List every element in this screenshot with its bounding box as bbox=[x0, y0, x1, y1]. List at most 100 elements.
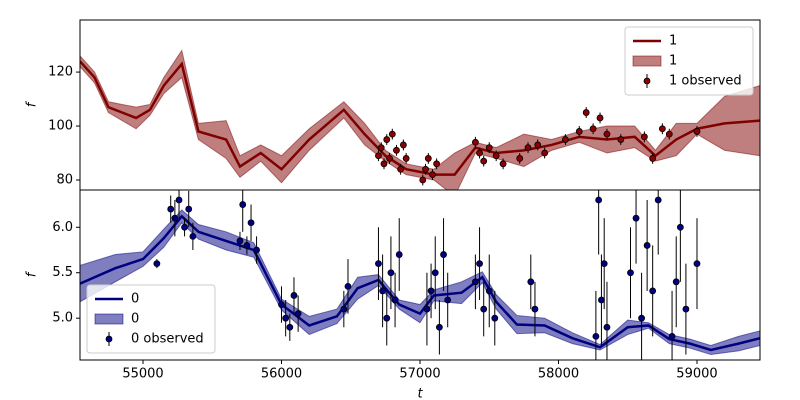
observed-point bbox=[402, 155, 410, 162]
observed-point bbox=[290, 292, 298, 299]
observed-point bbox=[516, 155, 524, 162]
observed-point bbox=[340, 305, 348, 313]
observed-point bbox=[175, 196, 183, 204]
legend: 1 1 1 observed bbox=[624, 26, 754, 96]
observed-point bbox=[491, 314, 499, 322]
observed-point bbox=[596, 114, 604, 122]
observed-point bbox=[181, 223, 188, 231]
y-tick-label: 6.0 bbox=[52, 220, 73, 235]
observed-point bbox=[471, 138, 479, 146]
mean-line bbox=[80, 60, 760, 176]
observed-point bbox=[386, 155, 393, 162]
observed-point bbox=[167, 205, 175, 213]
legend-swatch bbox=[105, 335, 113, 343]
observed-point bbox=[391, 296, 399, 304]
legend-swatch bbox=[632, 55, 662, 67]
observed-point bbox=[380, 160, 388, 168]
observed-point bbox=[476, 149, 483, 157]
observed-point bbox=[388, 130, 396, 138]
observed-point bbox=[676, 223, 684, 231]
observed-point bbox=[638, 314, 645, 322]
y-tick-label: 5.5 bbox=[52, 265, 73, 280]
x-tick-label: 56000 bbox=[261, 367, 302, 382]
legend-label: 0 bbox=[131, 312, 139, 327]
observed-point bbox=[239, 201, 247, 208]
observed-point bbox=[541, 149, 549, 157]
observed-point bbox=[592, 332, 600, 340]
observed-point bbox=[429, 171, 436, 179]
observed-point bbox=[440, 251, 447, 258]
observed-point bbox=[243, 242, 251, 249]
plot-area bbox=[80, 49, 760, 190]
observed-point bbox=[393, 146, 400, 154]
observed-point bbox=[617, 136, 625, 143]
observed-point bbox=[171, 214, 179, 222]
observed-point bbox=[665, 130, 673, 138]
observed-point bbox=[600, 260, 608, 268]
legend-swatch bbox=[94, 313, 124, 325]
observed-point bbox=[693, 128, 701, 135]
observed-point bbox=[595, 196, 603, 204]
observed-point bbox=[643, 242, 651, 249]
observed-point bbox=[282, 314, 290, 322]
observed-point bbox=[649, 287, 657, 295]
observed-point bbox=[395, 251, 403, 258]
observed-point bbox=[668, 332, 676, 340]
observed-point bbox=[627, 269, 634, 277]
observed-point bbox=[693, 260, 701, 268]
x-tick-label: 57000 bbox=[399, 367, 440, 382]
legend-box bbox=[86, 284, 216, 354]
y-tick-label: 120 bbox=[48, 65, 73, 80]
observed-point bbox=[344, 282, 352, 290]
observed-point bbox=[375, 152, 382, 160]
legend-label: 1 bbox=[669, 34, 677, 49]
observed-point bbox=[278, 301, 285, 308]
observed-point bbox=[632, 214, 640, 222]
observed-point bbox=[598, 296, 605, 304]
observed-point bbox=[433, 160, 441, 168]
observed-point bbox=[476, 260, 483, 268]
observed-point bbox=[534, 141, 542, 149]
x-axis-label: t bbox=[417, 387, 423, 400]
observed-point bbox=[485, 287, 493, 295]
observed-point bbox=[185, 205, 193, 213]
observed-point bbox=[640, 133, 648, 141]
observed-point bbox=[253, 246, 260, 254]
x-tick-label: 58000 bbox=[538, 367, 579, 382]
y-tick-label: 5.0 bbox=[52, 311, 73, 326]
legend-label: 1 observed bbox=[669, 74, 742, 89]
observed-point bbox=[492, 152, 500, 160]
x-tick-label: 59000 bbox=[676, 367, 717, 382]
observed-point bbox=[524, 144, 532, 152]
confidence-band bbox=[80, 49, 760, 190]
y-tick-label: 100 bbox=[48, 119, 73, 134]
observed-point bbox=[294, 310, 302, 318]
observed-point bbox=[654, 196, 662, 204]
observed-point bbox=[377, 144, 385, 152]
observed-point bbox=[427, 287, 435, 295]
observed-point bbox=[531, 305, 539, 313]
observed-point bbox=[527, 278, 535, 286]
y-tick-label: 80 bbox=[56, 173, 73, 188]
observed-point bbox=[480, 305, 488, 313]
observed-point bbox=[424, 155, 432, 162]
observed-point bbox=[575, 128, 583, 135]
observed-point bbox=[485, 144, 493, 152]
observed-point bbox=[397, 165, 405, 173]
observed-point bbox=[471, 278, 479, 286]
observed-point bbox=[419, 176, 427, 184]
legend-label: 0 bbox=[131, 292, 139, 307]
observed-point bbox=[649, 155, 657, 162]
observed-point bbox=[247, 219, 255, 227]
legend-label: 1 bbox=[669, 54, 677, 69]
x-tick-label: 55000 bbox=[122, 367, 163, 382]
observed-point bbox=[383, 314, 391, 322]
observed-point bbox=[399, 141, 407, 149]
observed-point bbox=[589, 125, 597, 133]
legend-box bbox=[624, 26, 754, 96]
observed-point bbox=[480, 157, 488, 165]
y-axis-label: f bbox=[25, 270, 40, 277]
observed-point bbox=[562, 136, 569, 143]
observed-point bbox=[658, 125, 666, 133]
